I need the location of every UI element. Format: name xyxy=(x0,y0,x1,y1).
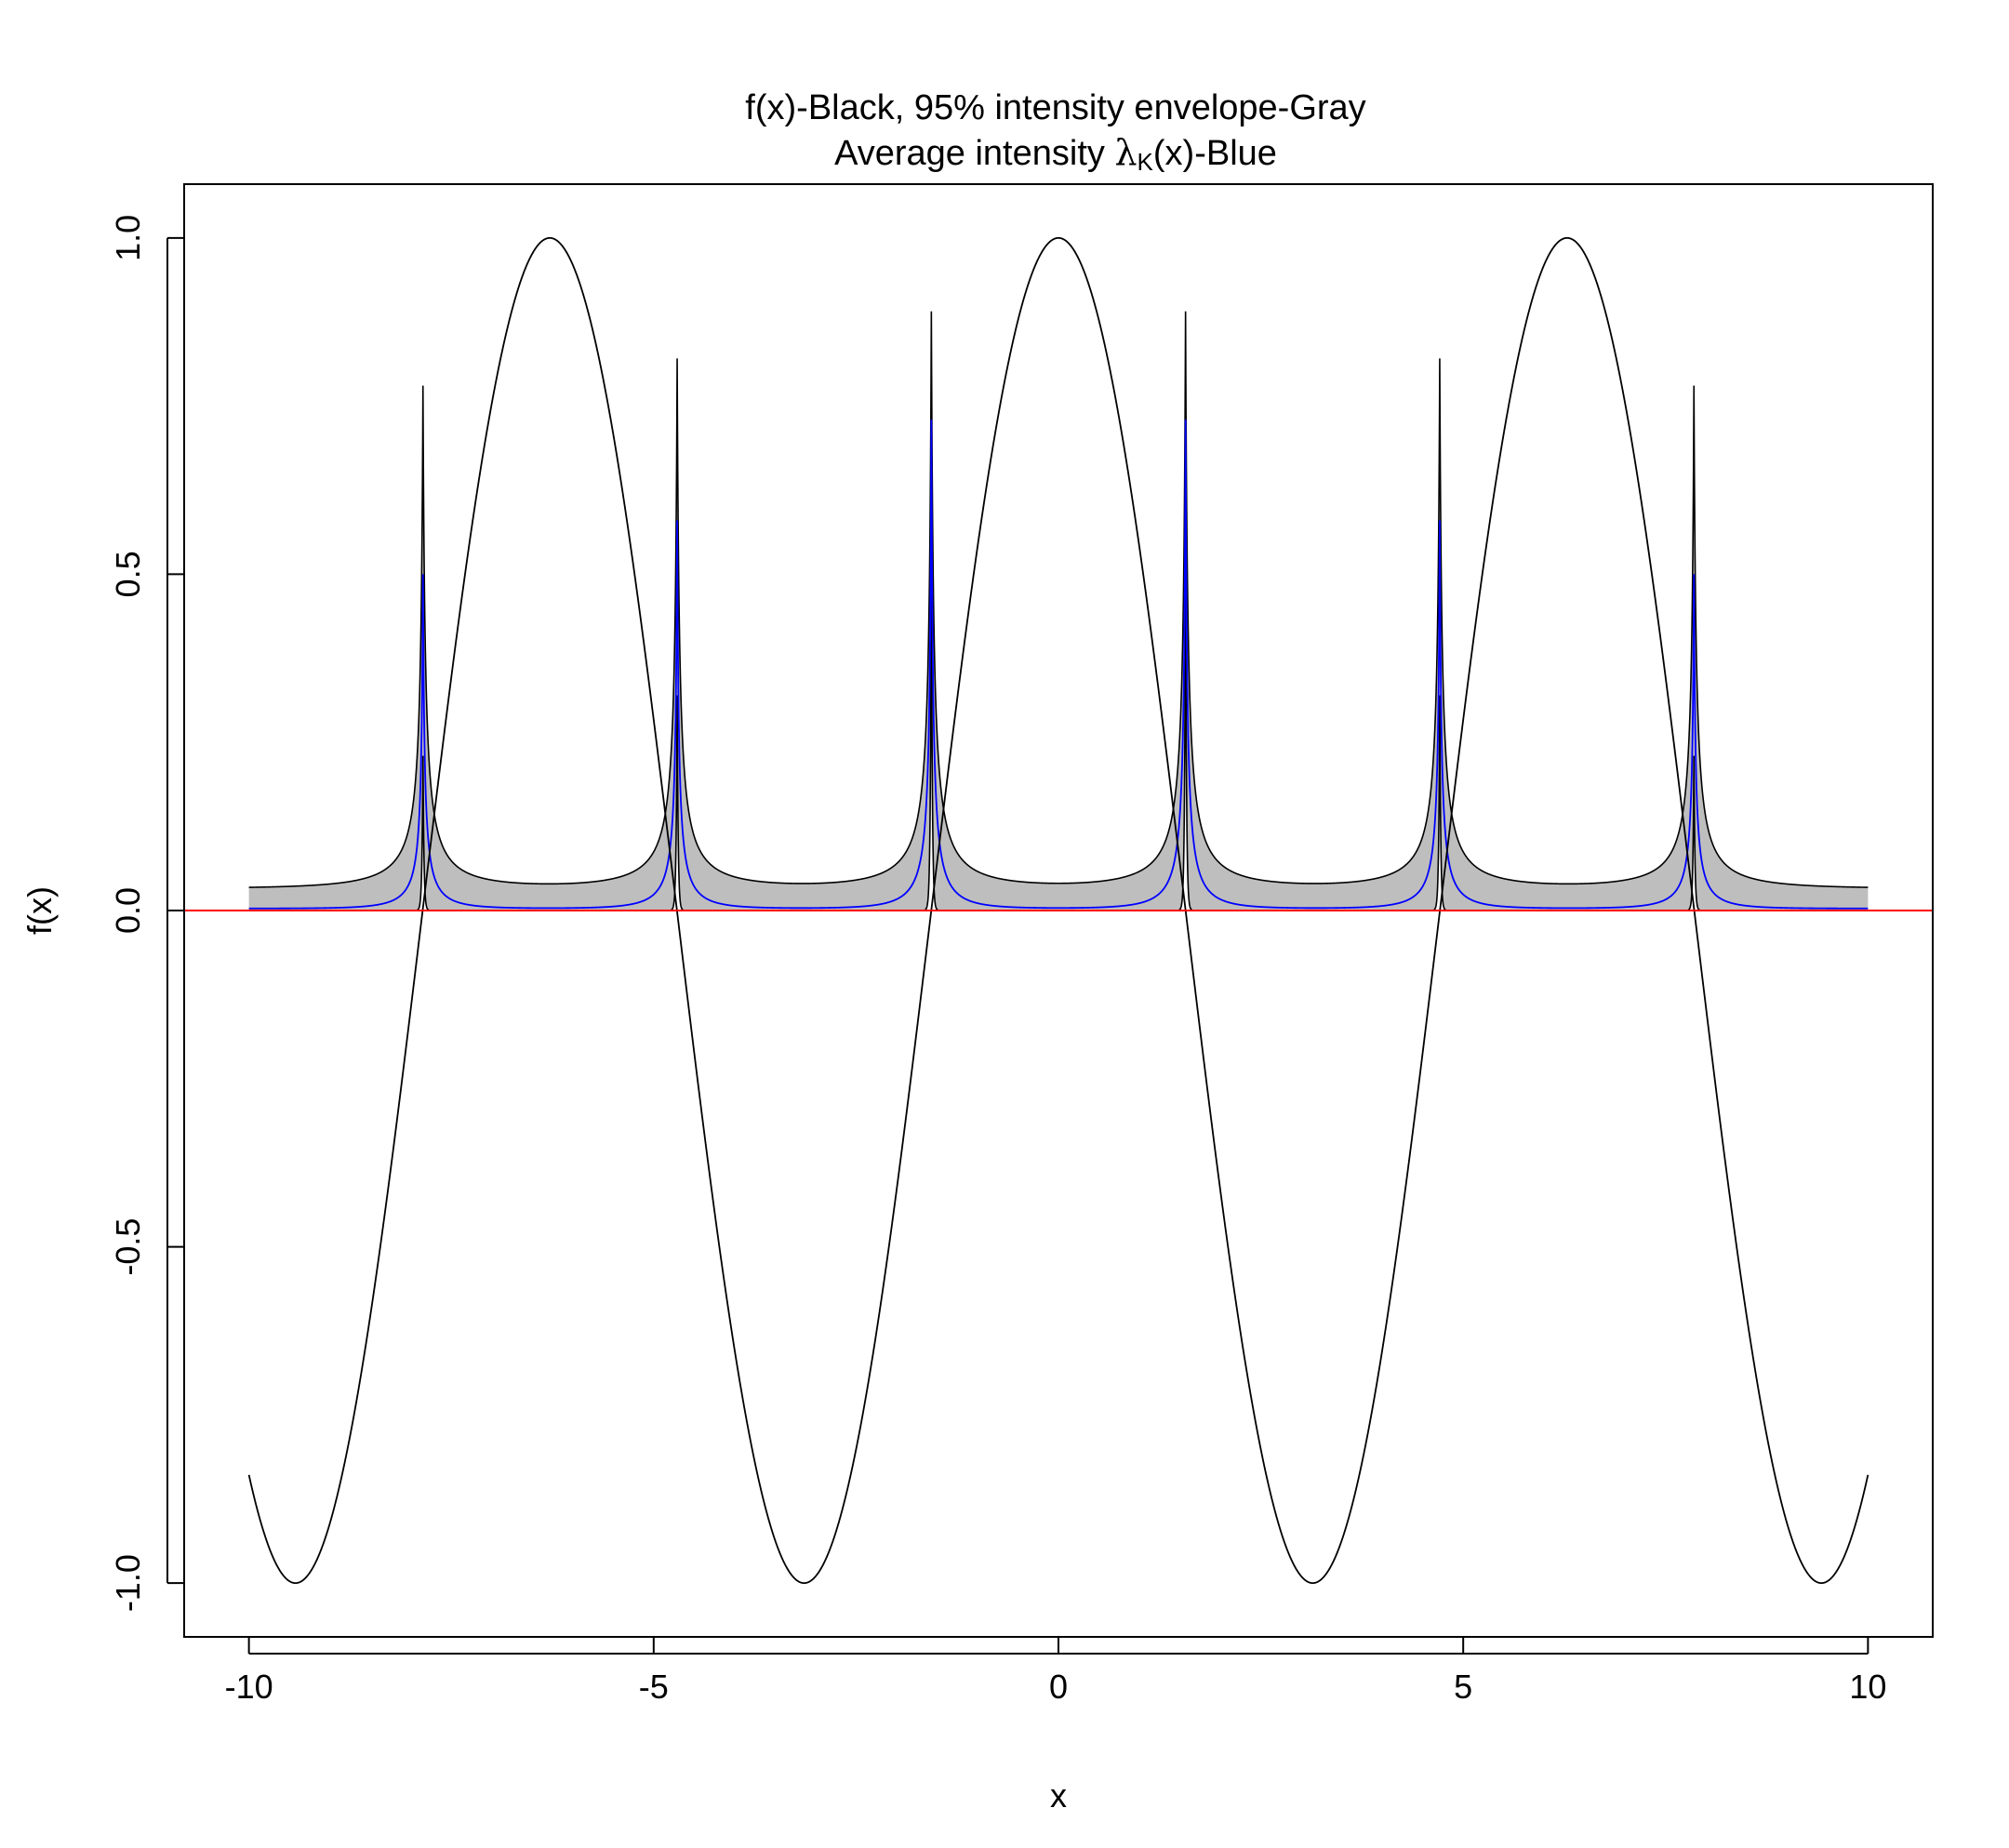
envelope-upper-line xyxy=(248,311,1869,888)
y-tick-label: 0.5 xyxy=(109,551,147,597)
x-axis: -10 -5 0 5 10 xyxy=(225,1637,1886,1706)
x-tick-label: -5 xyxy=(639,1668,669,1706)
envelope-fill xyxy=(248,311,1869,911)
f-curve xyxy=(247,236,1869,1585)
y-axis: -1.0 -0.5 0.0 0.5 1.0 xyxy=(109,215,184,1612)
plot-area xyxy=(184,236,1933,1585)
y-tick-label: 0.0 xyxy=(109,887,147,934)
x-tick-label: 5 xyxy=(1454,1668,1472,1706)
x-tick-label: -10 xyxy=(225,1668,273,1706)
x-tick-label: 0 xyxy=(1049,1668,1068,1706)
y-tick-label: -0.5 xyxy=(109,1218,147,1276)
chart-title-line1: f(x)-Black, 95% intensity envelope-Gray xyxy=(745,88,1365,127)
y-tick-label: -1.0 xyxy=(109,1554,147,1612)
x-tick-label: 10 xyxy=(1849,1668,1886,1706)
y-tick-label: 1.0 xyxy=(109,215,147,261)
x-axis-label: x xyxy=(1050,1776,1067,1815)
envelope-lower-line xyxy=(248,560,1869,911)
chart-title-line2: Average intensity λK(x)-Blue xyxy=(834,132,1277,176)
intensity-line xyxy=(248,419,1869,910)
y-axis-label: f(x) xyxy=(20,886,59,935)
